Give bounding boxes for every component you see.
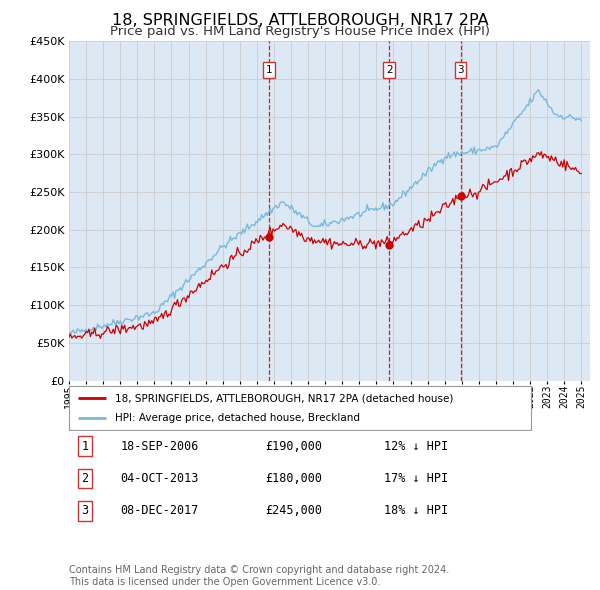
Text: 18, SPRINGFIELDS, ATTLEBOROUGH, NR17 2PA (detached house): 18, SPRINGFIELDS, ATTLEBOROUGH, NR17 2PA…: [115, 393, 454, 403]
Text: 1: 1: [266, 65, 272, 75]
Text: 18, SPRINGFIELDS, ATTLEBOROUGH, NR17 2PA: 18, SPRINGFIELDS, ATTLEBOROUGH, NR17 2PA: [112, 13, 488, 28]
Text: £180,000: £180,000: [265, 472, 322, 485]
Text: £190,000: £190,000: [265, 440, 322, 453]
Text: Contains HM Land Registry data © Crown copyright and database right 2024.
This d: Contains HM Land Registry data © Crown c…: [69, 565, 449, 587]
Text: 17% ↓ HPI: 17% ↓ HPI: [384, 472, 448, 485]
Text: 3: 3: [457, 65, 464, 75]
Text: Price paid vs. HM Land Registry's House Price Index (HPI): Price paid vs. HM Land Registry's House …: [110, 25, 490, 38]
Text: HPI: Average price, detached house, Breckland: HPI: Average price, detached house, Brec…: [115, 413, 360, 423]
Text: 2: 2: [82, 472, 89, 485]
Text: 12% ↓ HPI: 12% ↓ HPI: [384, 440, 448, 453]
Text: 3: 3: [82, 504, 89, 517]
Text: 08-DEC-2017: 08-DEC-2017: [121, 504, 199, 517]
Text: 18% ↓ HPI: 18% ↓ HPI: [384, 504, 448, 517]
Text: 04-OCT-2013: 04-OCT-2013: [121, 472, 199, 485]
Text: 2: 2: [386, 65, 392, 75]
Text: 1: 1: [82, 440, 89, 453]
Text: £245,000: £245,000: [265, 504, 322, 517]
Text: 18-SEP-2006: 18-SEP-2006: [121, 440, 199, 453]
